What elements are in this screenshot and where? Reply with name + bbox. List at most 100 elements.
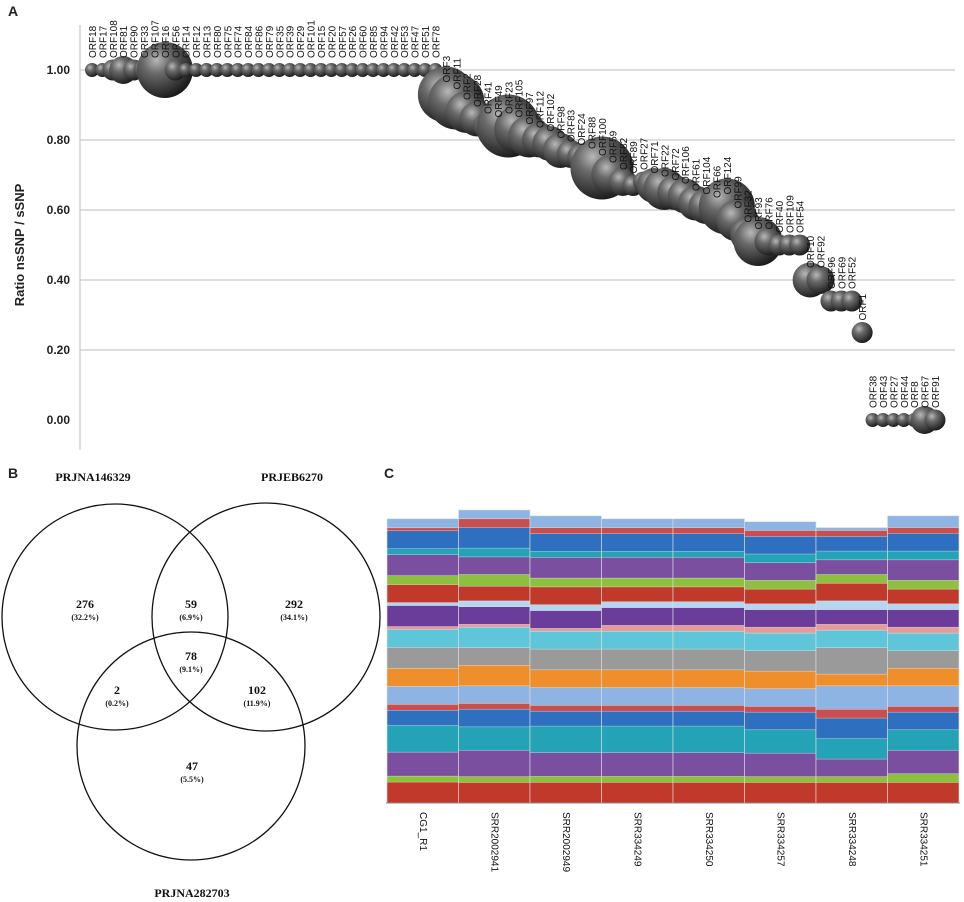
bar-segment <box>887 550 960 561</box>
bar-segment <box>529 586 602 605</box>
bar-outline <box>458 509 531 804</box>
orf-label: ORF106 <box>681 146 692 184</box>
bar-segment <box>815 623 888 631</box>
orf-label: ORF17 <box>98 25 109 58</box>
bar-segment <box>672 687 745 706</box>
bar-segment <box>601 601 674 608</box>
bar-segment <box>815 600 888 610</box>
bar-segment <box>744 626 817 634</box>
bar-segment <box>458 726 531 751</box>
venn-set-label: PRJNA146329 <box>55 470 130 484</box>
bar-segment <box>672 705 745 712</box>
y-axis-label: Ratio nsSNP / sSNP <box>12 183 27 306</box>
bar-segment <box>672 776 745 783</box>
bar-segment <box>744 729 817 754</box>
orf-label: ORF24 <box>577 113 588 146</box>
bubble <box>345 63 360 77</box>
bar-segment <box>815 776 888 783</box>
bubble <box>886 413 901 427</box>
orf-label: ORF20 <box>327 25 338 58</box>
bar-segment <box>672 752 745 777</box>
bar-segment <box>744 530 817 537</box>
bar-segment <box>601 705 674 712</box>
venn-count: 59 <box>185 597 197 611</box>
bar-segment <box>529 752 602 777</box>
orf-label: ORF60 <box>359 25 370 58</box>
bar-segment <box>529 628 602 632</box>
orf-label: ORF74 <box>234 25 245 58</box>
orf-label: ORF105 <box>515 79 526 117</box>
bar-segment <box>529 776 602 783</box>
orf-label: ORF40 <box>775 200 786 233</box>
orf-label: ORF100 <box>598 118 609 156</box>
orf-label: ORF101 <box>307 20 318 58</box>
bar-segment <box>815 550 888 561</box>
orf-label: ORF54 <box>796 200 807 233</box>
y-tick-label: 0.00 <box>47 413 71 427</box>
x-tick-label: CG1_R1 <box>417 812 428 851</box>
orf-label: ORF85 <box>369 25 380 58</box>
bar-segment <box>601 533 674 552</box>
bar-segment <box>529 648 602 671</box>
bar-segment <box>529 557 602 579</box>
x-tick-label: SRR334257 <box>774 812 785 867</box>
bar-segment <box>815 527 888 531</box>
orf-label: ORF81 <box>119 25 130 58</box>
bubble <box>85 63 99 77</box>
orf-label: ORF15 <box>317 25 328 58</box>
bubble <box>230 63 245 77</box>
bar-segment <box>815 530 888 537</box>
bar-segment <box>815 717 888 739</box>
orf-label: ORF86 <box>255 25 266 58</box>
bar-segment <box>529 725 602 753</box>
x-tick-label: SRR334251 <box>917 812 928 867</box>
bar-segment <box>529 669 602 688</box>
bar-segment <box>672 551 745 558</box>
bar-segment <box>386 751 459 777</box>
bar-segment <box>458 776 531 783</box>
venn-circle-prjna146329 <box>1 503 229 731</box>
bar-segment <box>458 749 531 777</box>
bar-segment <box>458 685 531 704</box>
bar-segment <box>672 577 745 588</box>
venn-percent: (34.1%) <box>280 613 308 622</box>
orf-label: ORF107 <box>150 20 161 58</box>
orf-label: ORF83 <box>567 109 578 142</box>
bar-segment <box>815 629 888 649</box>
bar-segment <box>672 601 745 608</box>
bubble <box>272 63 287 77</box>
bar-segment <box>744 688 817 707</box>
orf-label: ORF79 <box>265 25 276 58</box>
bar-segment <box>887 650 960 669</box>
bar-segment <box>458 647 531 666</box>
bar-segment <box>458 556 531 575</box>
bar-segment <box>386 724 459 753</box>
bar-segment <box>601 781 674 804</box>
orf-label: ORF38 <box>869 375 880 408</box>
bubble <box>386 63 401 77</box>
bar-segment <box>672 625 745 632</box>
bar-segment <box>386 686 459 705</box>
bar-segment <box>458 703 531 710</box>
bar-segment <box>458 518 531 528</box>
orf-label: ORF2 <box>463 73 474 100</box>
bubble <box>806 266 835 294</box>
bar-segment <box>386 668 459 687</box>
bar-outline <box>529 515 602 804</box>
orf-label: ORF124 <box>723 156 734 194</box>
bar-segment <box>744 609 817 628</box>
bar-segment <box>744 603 817 610</box>
bar-segment <box>887 603 960 610</box>
bar-segment <box>529 527 602 534</box>
bar-segment <box>458 547 531 558</box>
bar-segment <box>815 738 888 760</box>
bar-segment <box>887 588 960 605</box>
bar-segment <box>887 711 960 731</box>
bubble <box>355 63 370 77</box>
bar-segment <box>815 536 888 552</box>
orf-label: ORF56 <box>171 25 182 58</box>
bar-segment <box>815 574 888 584</box>
bar-segment <box>672 710 745 727</box>
orf-label: ORF89 <box>629 141 640 174</box>
bar-segment <box>601 648 674 671</box>
